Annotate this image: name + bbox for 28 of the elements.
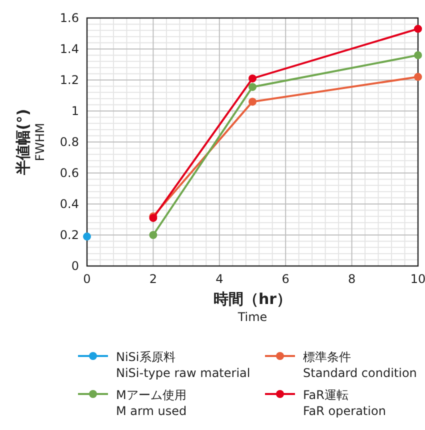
point: [414, 24, 422, 33]
legend-label: NiSi系原料 NiSi-type raw material: [116, 350, 250, 380]
y-tick-label: 0.6: [60, 166, 79, 180]
point: [414, 51, 422, 60]
legend-label: 標準条件 Standard condition: [303, 350, 417, 380]
x-tick-label: 6: [282, 272, 290, 286]
y-tick-label: 1: [71, 104, 79, 118]
y-tick-label: 0.4: [60, 197, 79, 211]
y-tick-label: 0.8: [60, 135, 79, 149]
point: [149, 231, 158, 239]
y-tick-label: 0: [71, 259, 79, 273]
point: [248, 82, 256, 91]
y-tick-label: 1.4: [60, 42, 79, 56]
y-axis-title: 半値幅(°) FWHM: [14, 108, 47, 176]
x-tick-label: 2: [149, 272, 158, 286]
x-tick-label: 4: [216, 272, 224, 286]
legend-label: Mアーム使用 M arm used: [116, 388, 187, 418]
x-tick-label: 10: [410, 272, 425, 286]
x-tick-label: 8: [348, 272, 356, 286]
y-tick-label: 1.2: [60, 73, 79, 87]
x-tick-label: 0: [83, 272, 91, 286]
point: [248, 98, 256, 106]
y-tick-label: 0.2: [60, 228, 79, 242]
point: [248, 74, 256, 82]
y-tick-label: 1.6: [60, 11, 79, 25]
legend-label: FaR運転 FaR operation: [303, 388, 386, 418]
x-axis-title: 時間（hr） Time: [213, 290, 292, 324]
point: [414, 72, 422, 81]
